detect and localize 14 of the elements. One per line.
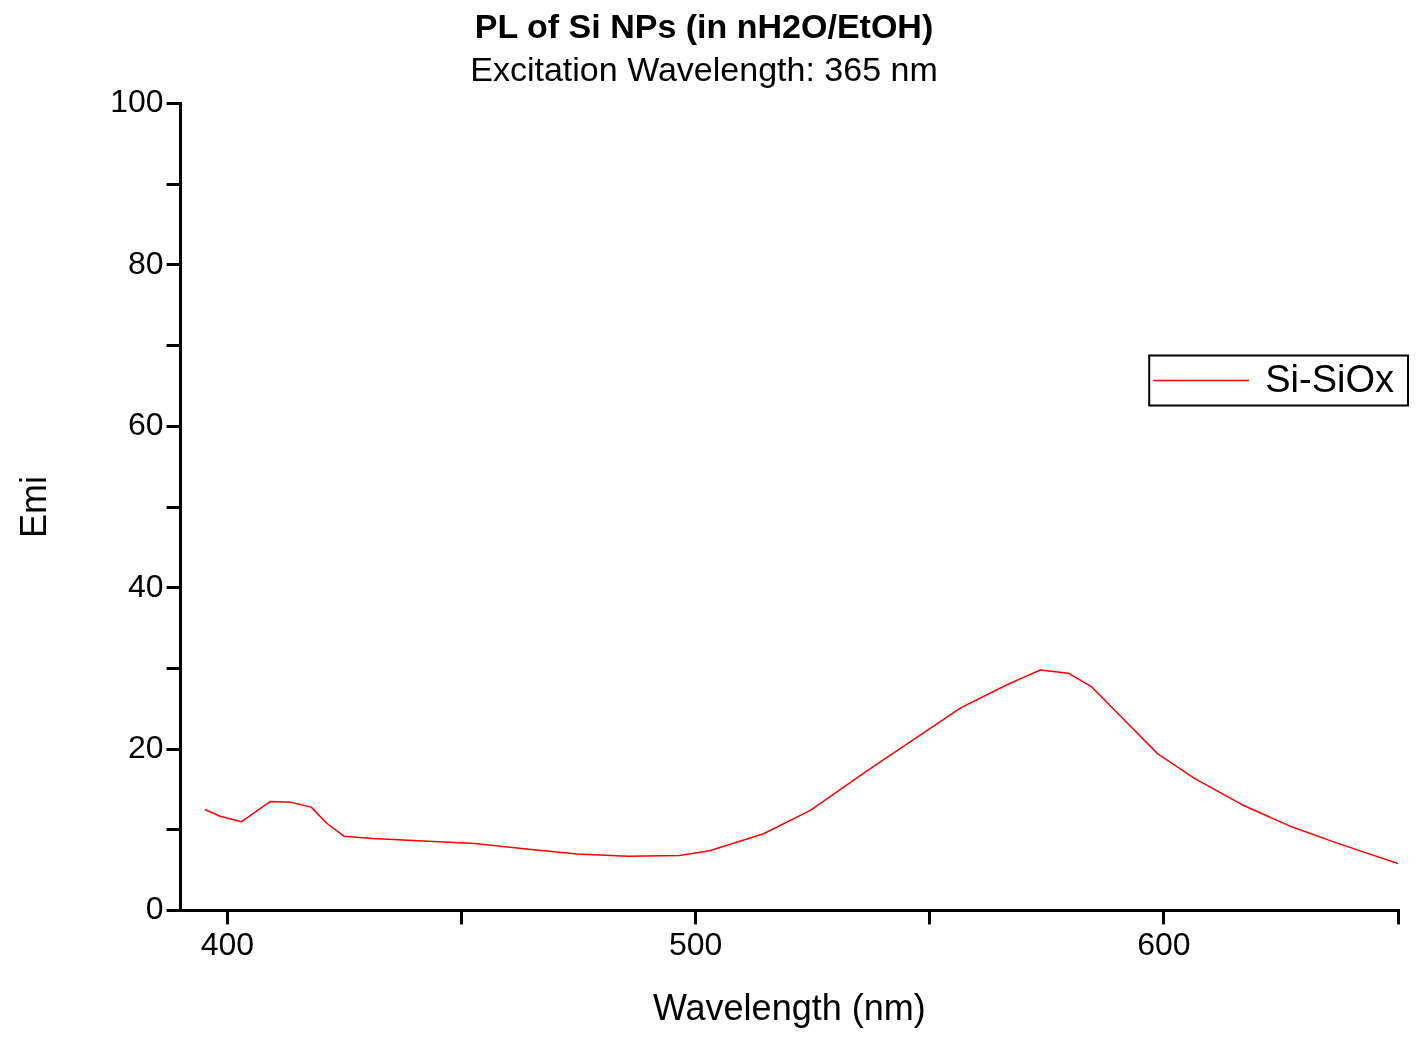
- x-tick-label: 500: [668, 926, 723, 963]
- y-tick-label: 60: [128, 406, 164, 443]
- x-tick-label: 600: [1137, 926, 1191, 963]
- y-tick-label: 40: [128, 567, 164, 604]
- y-axis-title: Emi: [12, 476, 54, 538]
- chart-subtitle: Excitation Wavelength: 365 nm: [470, 49, 938, 88]
- x-tick-label: 400: [200, 926, 255, 963]
- x-axis-title: Wavelength (nm): [652, 987, 926, 1029]
- y-tick-label: 0: [145, 890, 164, 927]
- y-tick-label: 100: [110, 83, 164, 120]
- y-tick-label: 80: [128, 244, 164, 281]
- y-tick-label: 20: [128, 728, 164, 765]
- chart-title: PL of Si NPs (in nH2O/EtOH): [474, 6, 934, 45]
- legend-label: Si-SiOx: [1265, 358, 1395, 401]
